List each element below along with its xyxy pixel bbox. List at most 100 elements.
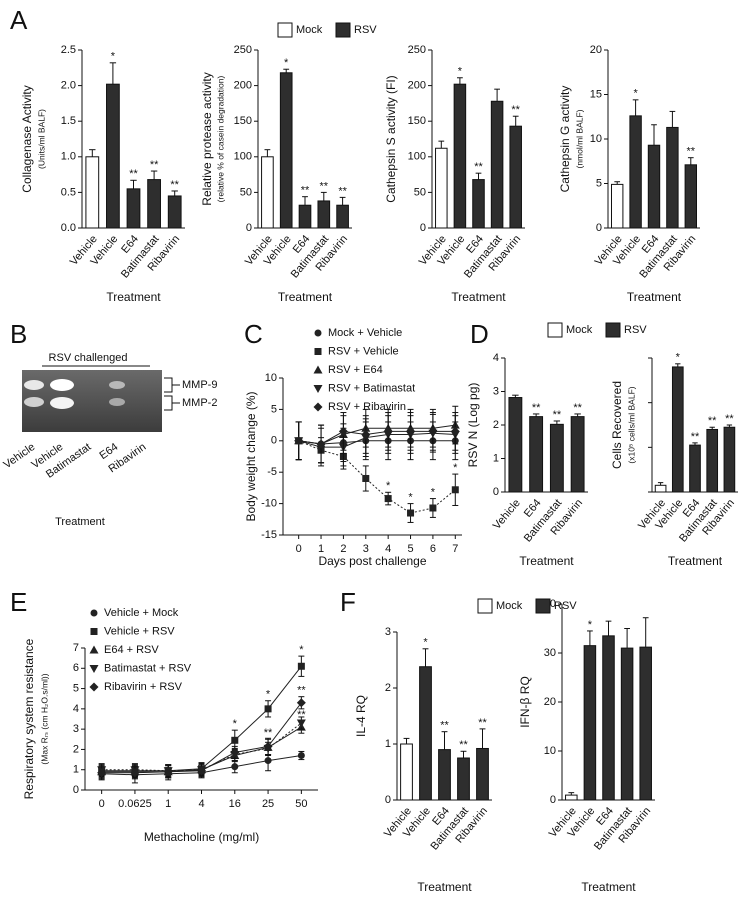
significance: * (266, 689, 271, 701)
legend-label: RSV + Ribavirin (328, 401, 406, 413)
gel-xlabel: Treatment (55, 516, 105, 528)
x-tick-label: 1 (165, 798, 171, 810)
y-tick-label: 15 (590, 88, 602, 100)
series-line (298, 440, 456, 514)
series-line (298, 432, 456, 448)
y-tick-label: 250 (234, 44, 252, 56)
significance: ** (511, 104, 520, 116)
bar (476, 747, 489, 801)
data-point (97, 768, 107, 778)
y-tick-label: 5 (73, 682, 79, 694)
x-title: Treatment (106, 290, 161, 304)
y-tick-label: 3 (73, 723, 79, 735)
bar (400, 743, 413, 801)
y-subtitle: (relative % of casein degradation) (215, 76, 225, 203)
bar (654, 484, 667, 493)
x-tick-label: 5 (407, 543, 413, 555)
band-label: MMP-9 (182, 379, 217, 391)
legend-marker (313, 402, 323, 412)
y-tick-label: 10 (590, 133, 602, 145)
y-tick-label: 1.5 (61, 115, 76, 127)
significance: ** (297, 685, 306, 697)
legend-swatch (535, 598, 551, 614)
bar (706, 428, 719, 493)
significance: * (386, 480, 391, 492)
significance: * (111, 51, 116, 63)
y-tick-label: 30 (544, 647, 556, 659)
significance: * (633, 88, 638, 100)
legend-label: Vehicle + Mock (104, 607, 179, 619)
data-point (406, 426, 416, 436)
data-point (450, 426, 460, 436)
y-tick-label: 3 (385, 626, 391, 638)
significance: ** (150, 159, 159, 171)
legend-label: Mock (566, 324, 593, 336)
gel-band (109, 398, 125, 406)
y-tick-label: 0 (246, 222, 252, 234)
legend-label: Batimastat + RSV (104, 662, 192, 674)
significance: ** (440, 720, 449, 732)
data-point (197, 766, 206, 776)
y-tick-label: 3 (493, 385, 499, 397)
y-tick-label: 20 (544, 696, 556, 708)
y-tick-label: 1 (73, 764, 79, 776)
data-point (338, 426, 348, 436)
y-subtitle: (Units/ml BALF) (36, 109, 46, 169)
y-tick-label: -15 (261, 529, 277, 541)
bar (457, 757, 470, 801)
y-title: Cathepsin S activity (FI) (384, 75, 398, 202)
gel-band (50, 397, 74, 409)
significance: ** (320, 180, 329, 192)
significance: ** (459, 739, 468, 751)
panel-letter: E (10, 587, 27, 617)
data-point (130, 768, 140, 778)
legend-marker (89, 645, 99, 654)
legend-label: RSV (624, 324, 647, 336)
significance: * (453, 462, 458, 474)
significance: ** (708, 415, 717, 427)
bar (565, 794, 578, 801)
bar (602, 635, 615, 801)
y-tick-label: 0 (271, 435, 277, 447)
y-subtitle: (Max Rᵣₛ (cm H₂O.s/ml)) (39, 673, 49, 764)
data-point (296, 698, 306, 708)
x-title: Treatment (519, 554, 574, 568)
data-point (297, 752, 305, 760)
legend-label: Mock (296, 24, 323, 36)
x-tick-label: 1 (318, 543, 324, 555)
x-tick-label: 4 (198, 798, 204, 810)
bar (298, 204, 312, 229)
gel: RSV challenged MMP-9 MMP-2 Vehicle Vehic… (1, 352, 217, 528)
y-tick-label: 100 (234, 151, 252, 163)
bar (666, 126, 679, 229)
significance: ** (474, 161, 483, 173)
legend-swatch (335, 22, 351, 38)
significance: ** (532, 402, 541, 414)
x-title: Treatment (668, 554, 723, 568)
bar (671, 366, 684, 493)
significance: ** (687, 146, 696, 158)
bar (570, 416, 585, 493)
data-point (264, 757, 272, 765)
legend-label: RSV + Batimastat (328, 382, 415, 394)
data-point (230, 747, 240, 757)
legend-label: RSV (354, 24, 377, 36)
significance: ** (297, 709, 306, 721)
significance: ** (338, 185, 347, 197)
y-tick-label: 0.5 (61, 186, 76, 198)
data-point (407, 509, 415, 517)
y-tick-label: 5 (596, 177, 602, 189)
y-tick-label: 200 (408, 80, 426, 92)
bar (472, 179, 485, 229)
gel-title: RSV challenged (49, 352, 128, 364)
significance: * (408, 492, 413, 504)
significance: ** (264, 727, 273, 739)
significance: * (299, 644, 304, 656)
x-title: Methacholine (mg/ml) (144, 830, 259, 844)
legend-label: RSV + E64 (328, 364, 383, 376)
band-bracket (164, 377, 180, 393)
y-tick-label: 10 (265, 372, 277, 384)
data-point (296, 719, 306, 728)
y-title: Cathepsin G activity (558, 86, 572, 193)
